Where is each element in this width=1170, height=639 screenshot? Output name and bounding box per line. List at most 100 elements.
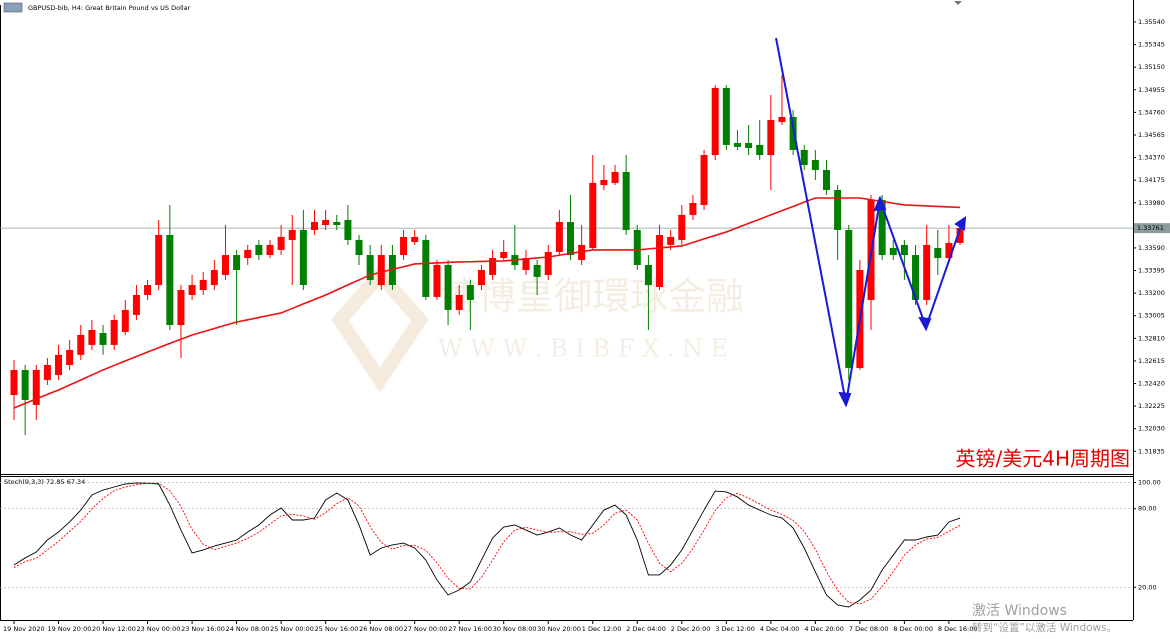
candle-body xyxy=(166,234,174,325)
x-tick-label: 25 Nov 16:00 xyxy=(315,625,359,633)
frame xyxy=(0,0,1134,621)
candle-body xyxy=(188,285,196,295)
x-tick-label: 26 Nov 08:00 xyxy=(359,625,403,633)
symbol-icon xyxy=(3,2,23,13)
candle-body xyxy=(444,264,452,310)
candle-body xyxy=(789,117,797,150)
candle-body xyxy=(366,255,374,280)
candle-body xyxy=(834,190,842,230)
trend-arrow xyxy=(954,216,967,231)
watermark-name: 博博皇御環球金融 xyxy=(440,275,744,319)
x-tick-label: 19 Nov 20:00 xyxy=(48,625,92,633)
candle-body xyxy=(878,199,886,256)
candle-body xyxy=(288,229,296,240)
x-tick-label: 19 Nov 2020 xyxy=(3,625,45,633)
candle-body xyxy=(555,221,563,253)
y-tick-label: 1.32030 xyxy=(1138,425,1165,433)
stoch-line xyxy=(13,482,961,605)
y-tick-label: 1.34955 xyxy=(1138,86,1165,94)
candle-body xyxy=(377,255,385,286)
x-tick-label: 30 Nov 08:00 xyxy=(493,625,537,633)
candle-body xyxy=(43,364,51,380)
candle-body xyxy=(177,290,185,325)
candle-body xyxy=(722,87,730,145)
candle-body xyxy=(845,229,853,368)
candle-body xyxy=(344,220,352,240)
trend-arrow xyxy=(918,316,932,332)
candle-body xyxy=(778,117,786,123)
y-tick-label: 1.34370 xyxy=(1138,154,1165,162)
candle-body xyxy=(322,220,330,226)
y-tick-label: 1.32810 xyxy=(1138,334,1165,342)
x-tick-label: 7 Dec 08:00 xyxy=(849,625,889,633)
trend-arrow xyxy=(838,391,852,408)
candle-body xyxy=(711,87,719,156)
candle-body xyxy=(745,142,753,148)
chart-title: GBPUSD-bib, H4: Great Britain Pound vs U… xyxy=(28,4,191,12)
candle-body xyxy=(533,264,541,277)
candle-body xyxy=(144,285,152,295)
candle-body xyxy=(589,182,597,248)
x-tick-label: 4 Dec 20:00 xyxy=(804,625,844,633)
x-tick-label: 8 Dec 16:00 xyxy=(938,625,978,633)
candle-body xyxy=(544,252,552,275)
x-tick-label: 24 Nov 08:00 xyxy=(226,625,270,633)
candle-body xyxy=(600,179,608,186)
candle-body xyxy=(400,236,408,256)
x-tick-label: 2 Dec 20:00 xyxy=(671,625,711,633)
candle-body xyxy=(199,279,207,291)
candle-body xyxy=(433,264,441,297)
x-tick-label: 20 Nov 12:00 xyxy=(92,625,136,633)
candle-body xyxy=(822,169,830,191)
candle-body xyxy=(266,244,274,256)
candle-body xyxy=(678,214,686,240)
y-tick-label: 1.33005 xyxy=(1138,312,1165,320)
y-tick-label: 100.00 xyxy=(1138,479,1161,487)
candle-body xyxy=(656,234,664,287)
y-tick-label: 20.00 xyxy=(1138,583,1157,591)
candle-body xyxy=(700,155,708,205)
y-tick-label: 1.31835 xyxy=(1138,447,1165,455)
y-tick-label: 1.32420 xyxy=(1138,380,1165,388)
x-tick-label: 23 Nov 16:00 xyxy=(181,625,225,633)
candle-body xyxy=(900,244,908,256)
candle-body xyxy=(945,242,953,259)
candle-body xyxy=(455,294,463,310)
candle-body xyxy=(644,264,652,286)
shift-marker xyxy=(954,1,962,5)
y-tick-label: 1.32615 xyxy=(1138,357,1165,365)
moving-average xyxy=(13,197,961,409)
candle-body xyxy=(333,221,341,226)
candle-body xyxy=(299,229,307,286)
y-tick-label: 1.33590 xyxy=(1138,244,1165,252)
candle-body xyxy=(489,258,497,275)
candle-body xyxy=(611,171,619,183)
candle-body xyxy=(55,354,63,375)
annotation: 英镑/美元4H周期图 xyxy=(955,447,1130,471)
candle-body xyxy=(277,236,285,250)
candle-body xyxy=(622,171,630,230)
x-tick-label: 8 Dec 00:00 xyxy=(893,625,933,633)
candle-body xyxy=(811,160,819,170)
trend-arrow xyxy=(873,195,887,212)
y-tick-label: 1.35540 xyxy=(1138,18,1165,26)
candle-body xyxy=(756,144,764,156)
windows-title: 激活 Windows xyxy=(972,602,1067,619)
y-tick-label: 1.34565 xyxy=(1138,131,1165,139)
watermark-logo xyxy=(331,264,429,393)
y-tick-label: 1.33395 xyxy=(1138,267,1165,275)
candle-body xyxy=(923,244,931,300)
candle-body xyxy=(667,236,675,245)
candle-body xyxy=(633,229,641,265)
candle-body xyxy=(567,221,574,256)
candle-body xyxy=(210,269,218,286)
candle-body xyxy=(689,202,697,215)
candle-body xyxy=(10,369,18,395)
candle-body xyxy=(221,255,229,275)
candle-body xyxy=(956,228,964,243)
candle-body xyxy=(733,142,741,147)
candle-body xyxy=(767,120,775,156)
candle-body xyxy=(66,349,74,365)
